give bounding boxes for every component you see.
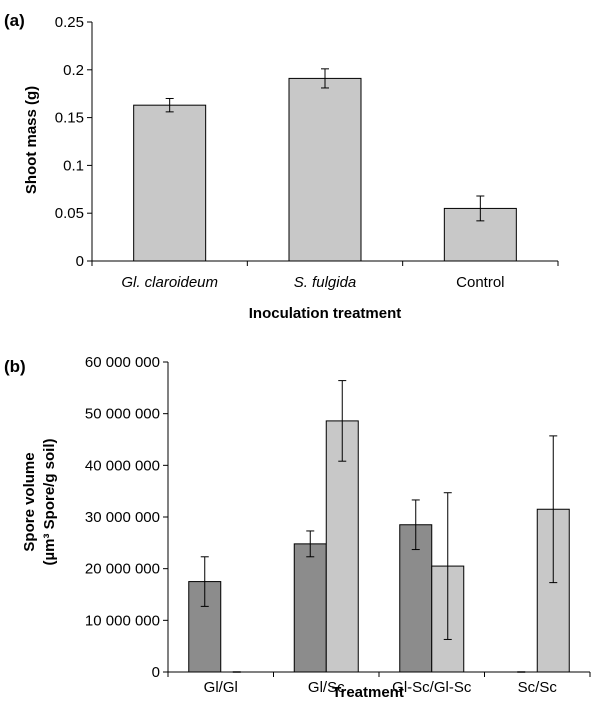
- panel-b-ytick-label: 30 000 000: [85, 509, 160, 526]
- panel-b-ytick-label: 0: [152, 664, 160, 681]
- panel-a-ytick-label: 0.1: [63, 157, 84, 174]
- panel-b-error-bar: [200, 556, 209, 607]
- panel-a: (a) Shoot mass (g) Inoculation treatment…: [4, 11, 559, 322]
- panel-a-error-bar: [476, 195, 485, 222]
- panel-b-category-label: Gl/Sc: [308, 679, 345, 696]
- panel-a-error-bar: [321, 68, 329, 89]
- panel-b-ylabel-line2: (µm³ Spore/g soil): [41, 439, 58, 566]
- panel-a-xlabel: Inoculation treatment: [249, 305, 402, 322]
- panel-a-category-label: S. fulgida: [294, 274, 357, 291]
- panel-b: (b) Spore volume (µm³ Spore/g soil) Trea…: [4, 354, 591, 701]
- panel-a-label: (a): [4, 11, 25, 30]
- panel-a-ytick-label: 0: [76, 253, 84, 270]
- panel-b-ytick-label: 40 000 000: [85, 457, 160, 474]
- panel-b-xlabel: Treatment: [332, 684, 404, 701]
- panel-b-error-bar: [411, 499, 420, 551]
- panel-a-ytick-label: 0.05: [55, 205, 84, 222]
- panel-a-bar: [288, 77, 362, 262]
- panel-b-bar-series-2: [325, 420, 359, 673]
- panel-b-ytick-label: 20 000 000: [85, 561, 160, 578]
- panel-b-label: (b): [4, 357, 26, 376]
- panel-b-error-bar: [549, 435, 558, 584]
- panel-b-ylabel-line1: Spore volume: [21, 452, 38, 551]
- panel-b-error-bar: [443, 492, 452, 640]
- panel-b-bar-series-1: [293, 543, 327, 673]
- panel-a-bar: [133, 104, 207, 262]
- panel-b-ytick-label: 50 000 000: [85, 406, 160, 423]
- panel-b-ytick-label: 60 000 000: [85, 354, 160, 371]
- panel-b-category-label: Sc/Sc: [518, 679, 558, 696]
- panel-b-error-bar: [306, 530, 315, 558]
- panel-a-ytick-label: 0.25: [55, 14, 84, 31]
- panel-a-category-label: Control: [456, 274, 504, 291]
- panel-a-error-bar: [165, 97, 174, 113]
- panel-b-error-bar: [338, 380, 347, 462]
- panel-b-category-label: Gl/Gl: [204, 679, 238, 696]
- panel-a-ytick-label: 0.2: [63, 62, 84, 79]
- panel-b-ytick-label: 10 000 000: [85, 612, 160, 629]
- panel-a-ytick-label: 0.15: [55, 110, 84, 127]
- panel-a-category-label: Gl. claroideum: [121, 274, 218, 291]
- panel-a-ylabel: Shoot mass (g): [23, 86, 40, 194]
- panel-b-category-label: Gl-Sc/Gl-Sc: [392, 679, 472, 696]
